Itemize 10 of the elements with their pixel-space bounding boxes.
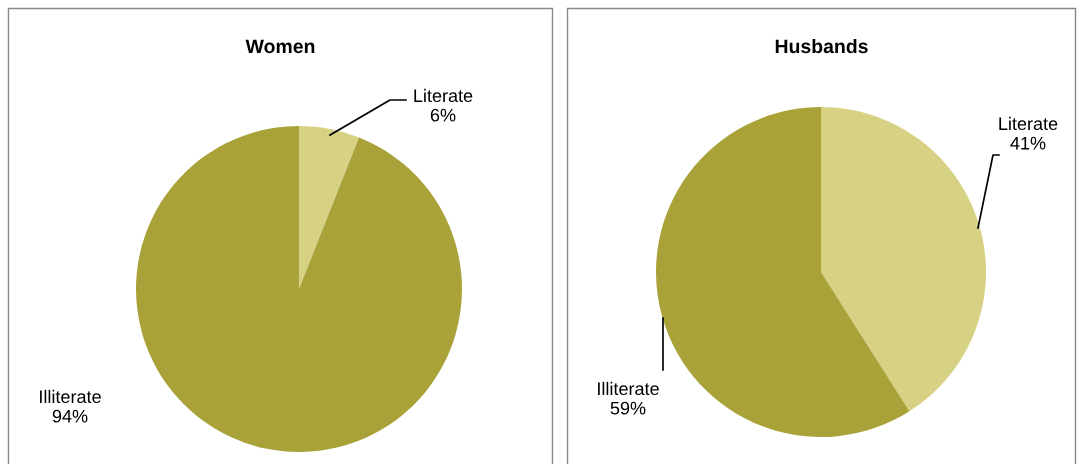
data-label: 41% xyxy=(1010,136,1046,150)
data-label: 6% xyxy=(430,108,456,122)
data-label: 59% xyxy=(610,401,646,415)
slice-label: Illiterate xyxy=(40,389,101,404)
slice-label: Illiterate xyxy=(598,381,659,396)
slice-label: Literate xyxy=(999,116,1058,131)
slice-label: Literate xyxy=(414,88,473,103)
chart-title: Husbands xyxy=(775,38,868,54)
chart-title: Women xyxy=(245,39,315,54)
data-label: 94% xyxy=(52,409,88,423)
